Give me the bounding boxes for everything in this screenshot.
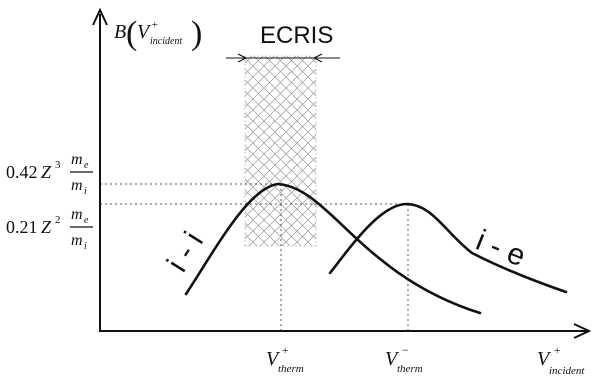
svg-text:0.42: 0.42	[6, 162, 38, 182]
svg-text:3: 3	[55, 159, 61, 171]
svg-text:V: V	[537, 348, 552, 370]
curve-i-i	[184, 182, 482, 315]
svg-text:(: (	[126, 15, 137, 52]
svg-text:2: 2	[55, 214, 61, 226]
x-axis-title: V + incident	[537, 343, 585, 377]
svg-text:+: +	[281, 343, 289, 357]
curve-i-e	[328, 202, 568, 294]
svg-text:B: B	[114, 21, 126, 43]
svg-text:m: m	[71, 177, 83, 194]
svg-text:therm: therm	[397, 363, 423, 375]
y-tick-label-lower: 0.21 Z 2 m e m i	[6, 206, 93, 252]
svg-text:V: V	[385, 348, 400, 370]
ecris-label: ECRIS	[260, 22, 333, 49]
ecris-range-arrows	[226, 53, 340, 63]
svg-text:incident: incident	[549, 365, 585, 377]
svg-text:therm: therm	[278, 363, 304, 375]
svg-text:i: i	[84, 241, 87, 252]
svg-text:−: −	[401, 343, 409, 357]
svg-text:V: V	[266, 348, 281, 370]
x-axis-arrowhead	[573, 323, 592, 339]
x-tick-label-v-plus-therm: V + therm	[266, 343, 304, 375]
svg-text:m: m	[71, 151, 83, 168]
svg-text:+: +	[553, 343, 561, 357]
svg-text:0.21: 0.21	[6, 217, 38, 237]
x-tick-label-v-minus-therm: V − therm	[385, 343, 423, 375]
svg-text:Z: Z	[41, 162, 52, 182]
y-tick-label-upper: 0.42 Z 3 m e m i	[6, 151, 93, 197]
curve-label-i-e: i - e	[471, 224, 530, 273]
svg-text:e: e	[84, 160, 89, 171]
svg-text:incident: incident	[150, 36, 182, 47]
guide-lines	[100, 183, 412, 330]
y-axis-title: B ( V + incident )	[114, 15, 202, 52]
svg-text:): )	[191, 15, 202, 52]
svg-text:m: m	[71, 232, 83, 249]
svg-text:i: i	[84, 186, 87, 197]
svg-text:V: V	[137, 21, 152, 43]
svg-text:m: m	[71, 206, 83, 223]
y-axis-arrowhead	[92, 7, 108, 26]
svg-text:e: e	[84, 215, 89, 226]
ecris-band	[244, 55, 317, 247]
axes	[92, 7, 592, 339]
svg-text:+: +	[151, 19, 158, 31]
svg-text:Z: Z	[41, 217, 52, 237]
